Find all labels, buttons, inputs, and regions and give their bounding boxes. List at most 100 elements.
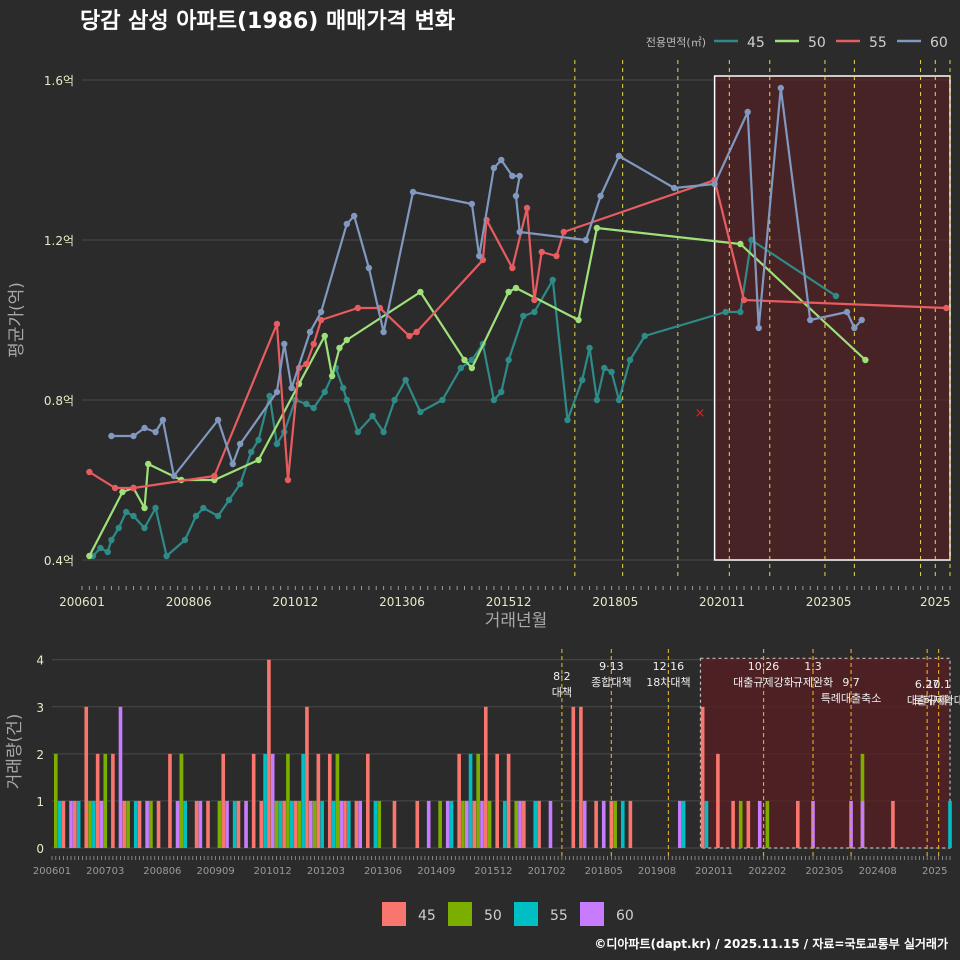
volume-bar-50	[377, 800, 382, 848]
series-point-45	[380, 428, 387, 436]
price-highlight-box	[713, 75, 951, 561]
volume-bar-60	[860, 800, 865, 848]
volume-y-tick-label: 4	[36, 654, 44, 668]
series-point-45	[564, 416, 571, 424]
series-point-55	[130, 484, 137, 492]
series-point-45	[115, 524, 122, 532]
series-point-45	[214, 512, 222, 520]
series-point-55	[538, 248, 545, 256]
series-point-60	[858, 316, 865, 324]
volume-bar-60	[445, 800, 450, 848]
volume-bar-55	[468, 753, 473, 848]
series-point-60	[409, 188, 417, 196]
series-point-60	[288, 384, 295, 392]
series-point-45	[498, 388, 505, 396]
volume-bar-45	[156, 800, 161, 848]
volume-bar-55	[704, 800, 709, 848]
series-point-55	[273, 320, 281, 328]
volume-bar-45	[73, 800, 77, 848]
series-point-45	[163, 552, 170, 560]
volume-bar-50	[476, 753, 480, 848]
volume-bar-50	[149, 800, 153, 848]
series-point-45	[531, 308, 538, 316]
series-point-55	[111, 484, 119, 492]
outlier-marker: ×	[694, 406, 705, 421]
volume-bar-60	[548, 800, 553, 848]
volume-y-tick-label: 0	[36, 842, 44, 856]
series-point-45	[832, 292, 840, 300]
series-point-50	[862, 356, 869, 364]
series-point-55	[284, 476, 292, 484]
price-policy-lines	[574, 60, 951, 580]
series-point-55	[86, 468, 93, 476]
legend-label-45: 45	[747, 35, 765, 51]
volume-bar-45	[795, 800, 800, 848]
series-point-45	[97, 544, 104, 552]
volume-bar-50	[217, 800, 222, 848]
series-point-55	[560, 228, 568, 236]
policy-date-label: 10.26	[748, 660, 780, 673]
volume-bar-50	[103, 753, 108, 848]
volume-bar-55	[289, 800, 294, 848]
volume-bar-60	[339, 800, 343, 848]
series-point-60	[512, 192, 520, 200]
volume-bar-55	[373, 800, 378, 848]
price-x-tick-label: 201306	[379, 595, 425, 609]
volume-bar-45	[366, 753, 370, 848]
series-point-60	[350, 212, 358, 220]
volume-bar-45	[122, 800, 127, 848]
series-point-45	[152, 504, 159, 512]
series-point-60	[670, 184, 678, 192]
series-point-50	[343, 336, 351, 344]
volume-bar-45	[579, 706, 583, 848]
series-point-60	[755, 324, 762, 332]
price-legend: 전용면적(㎡) 45 50 55 60	[646, 35, 948, 51]
volume-bar-50	[514, 800, 519, 848]
series-point-45	[520, 312, 527, 320]
volume-axes: 0 1 2 3 4 200601 200703 200806 200909 201012 20120…	[5, 654, 951, 877]
volume-bar-55	[133, 800, 138, 848]
series-point-60	[582, 236, 590, 244]
series-point-45	[439, 396, 446, 404]
volume-bar-60	[426, 800, 431, 848]
series-point-60	[343, 220, 351, 228]
volume-bar-45	[111, 753, 115, 848]
series-point-60	[170, 472, 178, 480]
volume-bar-60	[757, 800, 762, 848]
series-point-45	[593, 396, 601, 404]
series-point-55	[553, 252, 560, 260]
volume-legend-swatch-55	[514, 902, 538, 926]
series-point-45	[236, 480, 244, 488]
volume-bar-60	[145, 800, 149, 848]
series-point-60	[711, 180, 718, 188]
volume-bar-45	[716, 753, 720, 848]
volume-bar-55	[278, 800, 283, 848]
series-point-60	[159, 416, 167, 424]
series-point-45	[457, 364, 465, 372]
volume-bar-45	[168, 753, 172, 848]
series-point-50	[737, 240, 744, 248]
series-point-45	[181, 536, 189, 544]
volume-bar-45	[343, 800, 347, 848]
volume-bar-60	[99, 800, 104, 848]
series-point-45	[641, 332, 648, 340]
volume-bar-60	[518, 800, 522, 848]
volume-bar-60	[198, 800, 203, 848]
series-point-55	[531, 296, 538, 304]
series-point-60	[777, 84, 785, 92]
volume-x-tick-label: 201203	[307, 866, 345, 877]
series-point-60	[229, 460, 236, 468]
volume-bar-50	[179, 753, 184, 848]
volume-bar-50	[88, 800, 92, 848]
series-point-60	[516, 228, 523, 236]
series-point-45	[255, 436, 262, 444]
volume-bar-45	[700, 706, 705, 848]
series-point-50	[336, 344, 343, 352]
price-y-tick-label: 0.8억	[44, 394, 74, 408]
volume-bar-45	[457, 753, 461, 848]
volume-bar-55	[449, 800, 454, 848]
volume-x-tick-label: 200806	[143, 866, 181, 877]
series-point-60	[380, 328, 387, 336]
volume-bar-60	[69, 800, 73, 848]
volume-bar-45	[84, 706, 89, 848]
